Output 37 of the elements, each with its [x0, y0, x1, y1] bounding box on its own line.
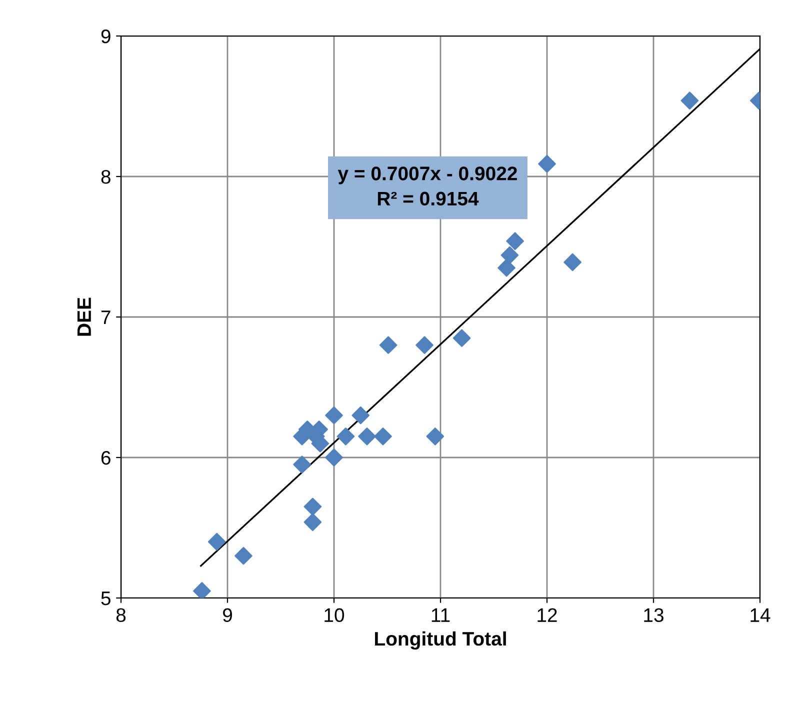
point — [304, 498, 322, 516]
point — [304, 513, 322, 532]
x-tick-label: 9 — [223, 608, 232, 622]
x-tick-label: 13 — [644, 608, 664, 622]
point — [293, 456, 311, 474]
point — [193, 582, 211, 598]
x-axis-title: Longitud Total — [375, 631, 506, 650]
point — [564, 253, 582, 272]
y-tick-label: 6 — [101, 450, 110, 465]
x-tick-label: 12 — [538, 608, 557, 622]
point — [452, 329, 471, 347]
point — [234, 546, 252, 565]
x-tick-label: 10 — [324, 608, 344, 622]
point — [379, 336, 398, 354]
point — [426, 428, 444, 446]
point — [506, 232, 524, 250]
x-tick-label: 14 — [750, 608, 770, 622]
y-tick-label: 8 — [101, 170, 110, 184]
x-tick-label: 11 — [432, 608, 450, 622]
point — [352, 406, 370, 424]
x-tick-label: 8 — [116, 608, 126, 622]
point — [680, 92, 699, 110]
point — [325, 406, 343, 424]
point — [208, 532, 226, 551]
y-axis-title: DEE — [77, 298, 91, 336]
y-tick-label: 7 — [101, 310, 110, 324]
annotation: y = 0.7007x - 0.9022 R² = 0.9154 — [338, 166, 517, 206]
point — [358, 428, 376, 446]
point — [325, 448, 343, 466]
y-tick-label: 5 — [101, 592, 110, 606]
point — [498, 258, 516, 277]
point — [500, 246, 519, 264]
point — [336, 428, 355, 446]
point — [538, 154, 556, 173]
y-tick-label: 9 — [101, 29, 110, 44]
point — [416, 336, 434, 354]
point — [374, 428, 392, 446]
